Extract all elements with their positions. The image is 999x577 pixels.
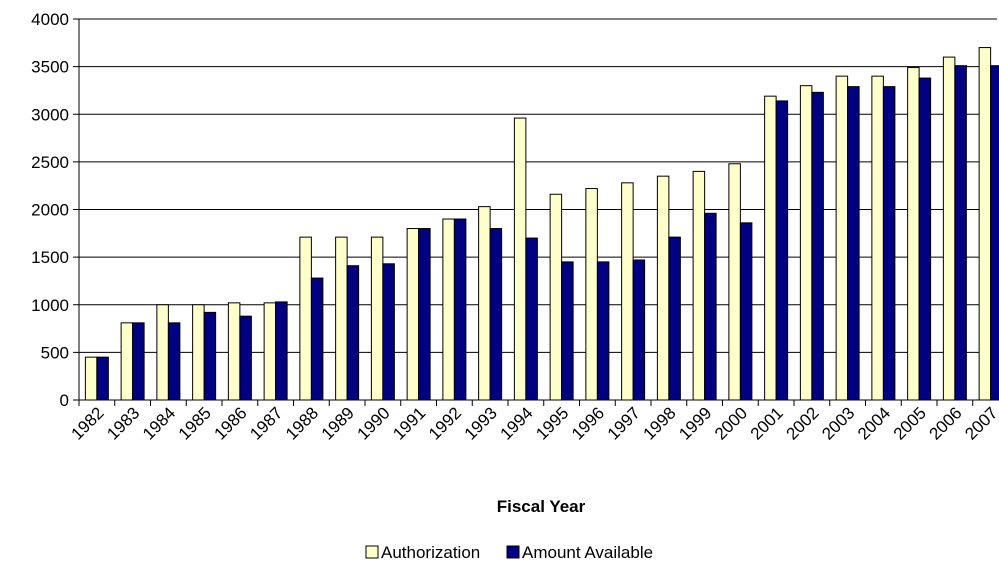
bar-authorization — [692, 170, 706, 401]
bar-authorization — [799, 85, 813, 401]
bar-amount-available — [239, 315, 252, 401]
legend-swatch — [365, 545, 379, 559]
legend-label: Amount Available — [522, 543, 653, 562]
bar-amount-available — [525, 237, 538, 401]
bar-amount-available — [418, 228, 431, 401]
bar-authorization — [513, 117, 527, 401]
legend-label: Authorization — [381, 543, 480, 562]
y-tick-label: 1000 — [31, 296, 69, 315]
y-tick-label: 0 — [60, 391, 69, 410]
bar-amount-available — [775, 100, 789, 401]
bar-amount-available — [346, 265, 360, 401]
x-tick-label: 1988 — [282, 403, 322, 443]
bar-amount-available — [167, 322, 181, 401]
x-axis-title: Fiscal Year — [497, 497, 586, 516]
bar-amount-available — [918, 77, 932, 401]
x-tick-label: 1989 — [318, 403, 358, 443]
x-tick-label: 2002 — [783, 403, 823, 443]
bar-amount-available — [704, 212, 717, 401]
x-tick-labels: 1982198319841985198619871988198919901991… — [68, 403, 999, 443]
y-tick-label: 3500 — [31, 58, 69, 77]
legend-swatch — [506, 545, 520, 559]
bar-authorization — [764, 95, 777, 401]
x-tick-label: 1995 — [532, 403, 572, 443]
axes — [73, 18, 997, 406]
x-tick-label: 2001 — [747, 403, 787, 443]
x-tick-label: 1985 — [175, 403, 215, 443]
x-tick-label: 1994 — [497, 403, 537, 443]
x-tick-label: 1997 — [604, 403, 644, 443]
x-tick-label: 1990 — [354, 403, 394, 443]
x-tick-label: 1983 — [103, 403, 143, 443]
bar-amount-available — [561, 261, 574, 401]
bar-amount-available — [847, 86, 860, 401]
bar-authorization — [406, 228, 420, 401]
bar-amount-available — [596, 261, 610, 401]
x-tick-label: 1993 — [461, 403, 501, 443]
bar-authorization — [549, 193, 563, 401]
bar-amount-available — [954, 65, 967, 401]
x-tick-label: 2000 — [711, 403, 751, 443]
bar-amount-available — [489, 228, 503, 401]
bar-amount-available — [453, 218, 467, 401]
x-tick-label: 1991 — [389, 403, 429, 443]
y-tick-label: 1500 — [31, 248, 69, 267]
x-tick-label: 1992 — [425, 403, 465, 443]
bar-authorization — [299, 236, 312, 401]
bar-authorization — [84, 356, 98, 401]
bar-authorization — [478, 206, 491, 401]
bar-authorization — [835, 75, 849, 401]
x-tick-label: 1982 — [68, 403, 108, 443]
x-tick-label: 1998 — [640, 403, 680, 443]
x-tick-label: 1984 — [139, 403, 179, 443]
bar-amount-available — [310, 277, 324, 401]
bar-amount-available — [882, 86, 896, 401]
bar-amount-available — [632, 259, 646, 401]
y-tick-label: 3000 — [31, 105, 69, 124]
bar-authorization — [263, 302, 277, 401]
bar-amount-available — [668, 236, 681, 401]
bar-authorization — [442, 218, 455, 401]
x-tick-label: 1986 — [211, 403, 251, 443]
bar-authorization — [656, 175, 670, 401]
bar-amount-available — [132, 322, 145, 401]
bar-authorization — [120, 322, 134, 401]
bars — [84, 47, 999, 401]
bar-amount-available — [203, 311, 217, 401]
bar-authorization — [621, 182, 634, 401]
y-tick-labels: 0 500 1000 1500 2000 2500 3000 3500 4000 — [31, 10, 69, 410]
x-tick-label: 1987 — [246, 403, 286, 443]
x-tick-label: 2003 — [818, 403, 858, 443]
x-tick-label: 2006 — [926, 403, 966, 443]
y-tick-label: 2000 — [31, 201, 69, 220]
x-tick-label: 2007 — [961, 403, 999, 443]
bar-authorization — [871, 75, 884, 401]
bar-authorization — [907, 67, 920, 401]
x-tick-label: 1996 — [568, 403, 608, 443]
bar-authorization — [370, 236, 384, 401]
y-tick-label: 2500 — [31, 153, 69, 172]
bar-authorization — [192, 304, 205, 401]
bar-authorization — [728, 163, 741, 401]
bar-authorization — [335, 236, 348, 401]
bar-amount-available — [275, 301, 288, 401]
x-tick-label: 1999 — [675, 403, 715, 443]
bar-amount-available — [739, 222, 753, 401]
bar-amount-available — [990, 65, 999, 401]
x-tick-label: 2004 — [854, 403, 894, 443]
bar-authorization — [978, 47, 992, 401]
x-tick-label: 2005 — [890, 403, 930, 443]
y-tick-label: 500 — [41, 343, 69, 362]
legend: Authorization Amount Available — [365, 543, 653, 562]
bar-authorization — [156, 304, 169, 401]
bar-amount-available — [811, 91, 824, 401]
bar-authorization — [585, 188, 598, 401]
bar-amount-available — [382, 263, 395, 401]
bar-amount-available — [96, 356, 109, 401]
bar-authorization — [227, 302, 241, 401]
y-tick-label: 4000 — [31, 10, 69, 29]
bar-authorization — [942, 56, 956, 401]
